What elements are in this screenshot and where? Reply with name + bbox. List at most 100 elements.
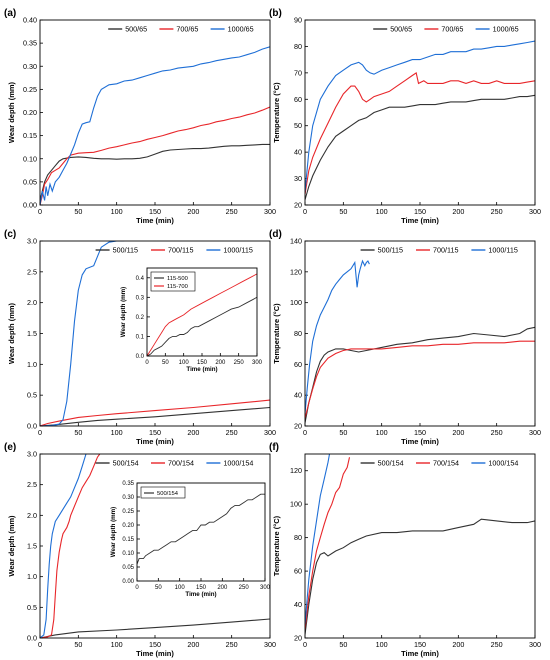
y-tick-label: 60 xyxy=(294,360,302,369)
legend-label: 700/65 xyxy=(176,25,198,34)
plot-frame xyxy=(304,453,536,639)
series-line-500-65 xyxy=(305,94,535,200)
legend-label: 115-700 xyxy=(167,284,188,290)
y-tick-label: 0.3 xyxy=(136,295,145,301)
panel-f: (f) 0 50 100 150 200 250 300 20 40 60 80 100 120 Time … xyxy=(269,442,541,658)
y-tick-label: 0.5 xyxy=(27,603,37,612)
x-tick-label: 300 xyxy=(529,207,541,216)
y-tick-label: 2.5 xyxy=(27,480,37,489)
x-tick-label: 200 xyxy=(187,640,199,649)
y-tick-label: 0.5 xyxy=(27,391,37,400)
y-tick-label: 0.0 xyxy=(27,634,37,643)
x-tick-label: 50 xyxy=(339,428,347,437)
series-line-500-115 xyxy=(40,406,270,426)
y-tick-label: 0.35 xyxy=(122,481,134,487)
legend-label: 500/65 xyxy=(390,25,412,34)
y-axis-title: Temperature (°C) xyxy=(272,515,281,576)
y-tick-label: 0.4 xyxy=(136,276,145,282)
legend-label: 1000/115 xyxy=(488,246,517,255)
y-tick-label: 0.25 xyxy=(23,85,37,94)
legend-label: 1000/115 xyxy=(223,246,252,255)
x-tick-label: 150 xyxy=(149,207,161,216)
panel-c: (c) 0 50 100 150 200 250 300 0.0 0.5 1.0 1.5 2.0 2.5 3… xyxy=(4,229,276,446)
y-tick-label: 2.0 xyxy=(27,511,37,520)
x-tick-label: 300 xyxy=(529,640,541,649)
legend-label: 700/154 xyxy=(433,459,459,468)
y-tick-label: 0.25 xyxy=(122,509,134,515)
y-tick-label: 2.0 xyxy=(27,298,37,307)
legend-label: 700/115 xyxy=(168,246,193,255)
series-line-700-154 xyxy=(40,454,101,638)
x-axis-title: Time (min) xyxy=(401,649,439,658)
x-tick-label: 50 xyxy=(162,360,169,366)
x-tick-label: 250 xyxy=(226,207,238,216)
series-line-115-700 xyxy=(147,273,257,356)
x-tick-label: 100 xyxy=(376,640,388,649)
x-tick-label: 300 xyxy=(529,428,541,437)
series-line-500-154 xyxy=(305,518,535,635)
panel-a: (a) 0 50 100 150 200 250 300 0.00 0.05 0.10 0.15 0.2… xyxy=(4,8,276,225)
x-axis-title: Time (min) xyxy=(136,437,174,446)
y-tick-label: 60 xyxy=(294,567,302,576)
legend-label: 500/154 xyxy=(113,459,139,468)
y-tick-label: 0.20 xyxy=(23,108,37,117)
x-tick-label: 0 xyxy=(38,640,42,649)
y-tick-label: 100 xyxy=(290,298,302,307)
y-tick-label: 80 xyxy=(294,533,302,542)
series-line-700-65 xyxy=(305,71,535,195)
x-tick-label: 150 xyxy=(414,207,426,216)
y-tick-label: 80 xyxy=(294,42,302,51)
x-tick-label: 200 xyxy=(452,640,464,649)
x-tick-label: 300 xyxy=(264,207,276,216)
y-tick-label: 20 xyxy=(294,422,302,431)
legend: 500/154 700/154 1000/154 xyxy=(360,459,518,468)
x-tick-label: 50 xyxy=(74,428,82,437)
series-line-1000-154 xyxy=(40,454,87,638)
x-tick-label: 300 xyxy=(260,585,271,591)
y-tick-label: 3.0 xyxy=(27,237,37,246)
y-axis-title: Wear depth (mm) xyxy=(7,515,16,577)
inset-chart: 0 50 100 150 200 250 300 0.0 0.1 0.2 0.3 0.4 Time (m… xyxy=(120,267,263,373)
series-line-700-115 xyxy=(40,399,270,426)
x-axis-title: Time (min) xyxy=(186,366,217,373)
series-line-700-65 xyxy=(40,106,270,205)
x-tick-label: 0 xyxy=(303,428,307,437)
y-axis-title: Temperature (°C) xyxy=(272,303,281,364)
x-tick-label: 200 xyxy=(452,428,464,437)
x-tick-label: 0 xyxy=(145,360,149,366)
panel-label: (d) xyxy=(269,229,282,240)
y-tick-label: 70 xyxy=(294,68,302,77)
inset-chart: 0 50 100 150 200 250 300 0.00 0.05 0.10 0.15 0.20 0.… xyxy=(110,481,271,598)
x-tick-label: 100 xyxy=(111,207,123,216)
y-tick-label: 120 xyxy=(290,466,302,475)
x-tick-label: 250 xyxy=(239,585,250,591)
x-tick-label: 0 xyxy=(135,585,139,591)
legend-label: 1000/65 xyxy=(228,25,254,34)
y-tick-label: 1.5 xyxy=(27,329,37,338)
y-tick-label: 0.35 xyxy=(23,39,37,48)
inset-legend: 115-500 115-700 xyxy=(150,271,196,292)
legend-label: 500/115 xyxy=(113,246,138,255)
inset-frame xyxy=(146,267,258,357)
legend-label: 1000/65 xyxy=(493,25,519,34)
y-axis-title: Wear depth (mm) xyxy=(120,287,127,337)
inset-frame xyxy=(136,482,266,582)
y-tick-label: 0.00 xyxy=(122,579,134,585)
y-axis-title: Wear depth (mm) xyxy=(7,302,16,364)
x-tick-label: 250 xyxy=(234,360,245,366)
x-tick-label: 200 xyxy=(217,585,228,591)
legend: 500/154 700/154 1000/154 xyxy=(95,459,253,468)
series-line-1000-65 xyxy=(305,40,535,192)
y-tick-label: 1.0 xyxy=(27,360,37,369)
x-tick-label: 0 xyxy=(303,640,307,649)
x-tick-label: 100 xyxy=(111,428,123,437)
legend: 500/115 700/115 1000/115 xyxy=(95,246,253,255)
y-tick-label: 0.15 xyxy=(122,537,134,543)
y-tick-label: 1.0 xyxy=(27,572,37,581)
plot-frame xyxy=(304,19,536,206)
x-tick-label: 50 xyxy=(74,207,82,216)
y-tick-label: 0.00 xyxy=(23,201,37,210)
y-tick-label: 0.30 xyxy=(23,62,37,71)
y-tick-label: 80 xyxy=(294,329,302,338)
